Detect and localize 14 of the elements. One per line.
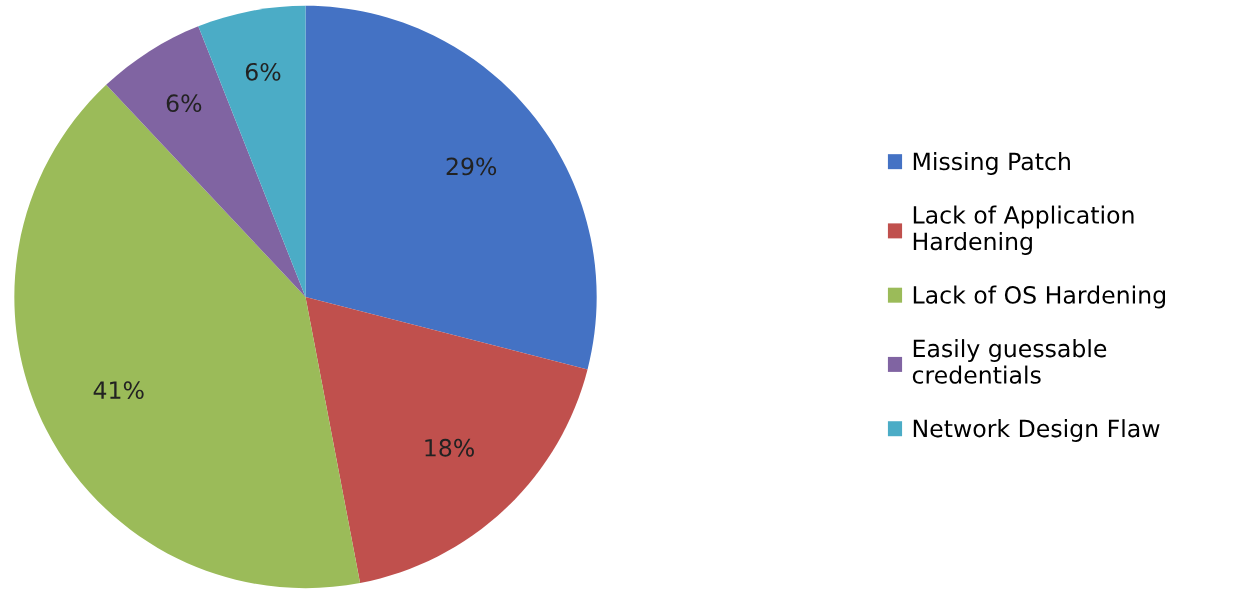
pie-slice [305, 297, 588, 584]
pie-slice [106, 26, 306, 297]
data-label: 29% [446, 157, 497, 176]
legend-label: Network Design Flaw [913, 419, 1160, 442]
pie-slice [14, 84, 361, 589]
data-label: 18% [425, 438, 474, 457]
legend-label: Easily guessable credentials [912, 339, 1107, 384]
pie-slice [305, 5, 597, 370]
legend-label: Lack of Application Hardening [913, 205, 1134, 255]
legend-label: Missing Patch [913, 152, 1070, 175]
legend-label: Lack of OS Hardening [913, 285, 1166, 309]
data-label: 6% [245, 62, 281, 81]
data-label: 6% [166, 94, 202, 113]
data-label: 41% [93, 381, 144, 400]
